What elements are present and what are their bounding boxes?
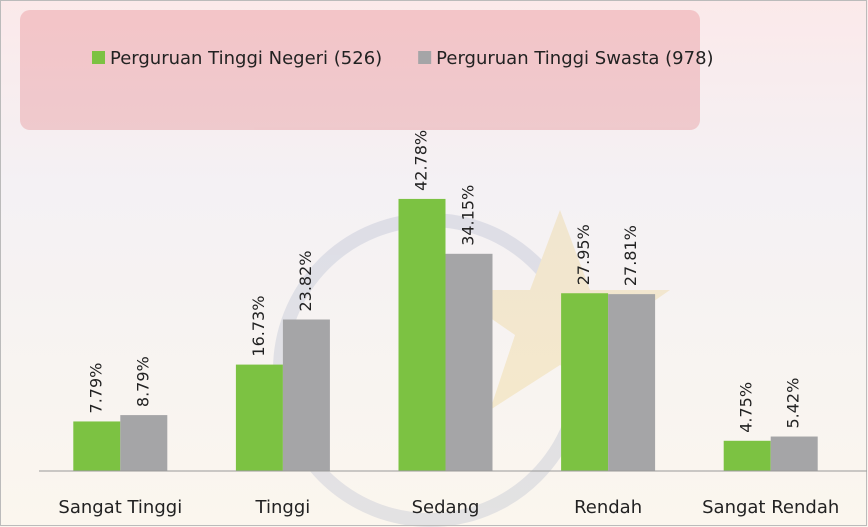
value-label: 7.79% bbox=[86, 363, 105, 414]
x-tick-label: Sangat Rendah bbox=[702, 497, 839, 518]
value-label: 27.81% bbox=[621, 225, 640, 286]
bar bbox=[399, 199, 446, 471]
value-label: 27.95% bbox=[574, 224, 593, 285]
bar bbox=[120, 415, 167, 471]
legend-label: Perguruan Tinggi Swasta (978) bbox=[436, 48, 713, 69]
bar bbox=[771, 437, 818, 471]
x-tick-label: Sangat Tinggi bbox=[58, 497, 182, 518]
value-label: 5.42% bbox=[784, 378, 803, 429]
legend-label: Perguruan Tinggi Negeri (526) bbox=[110, 48, 382, 69]
chart: Perguruan Tinggi Negeri (526) Perguruan T… bbox=[0, 0, 868, 527]
bar bbox=[561, 293, 608, 471]
legend-swatch bbox=[92, 51, 105, 64]
x-tick-label: Rendah bbox=[574, 497, 642, 518]
value-label: 16.73% bbox=[249, 296, 268, 357]
bar bbox=[446, 254, 493, 471]
value-label: 34.15% bbox=[459, 185, 478, 246]
bar bbox=[724, 441, 771, 471]
bar bbox=[283, 320, 330, 471]
value-label: 8.79% bbox=[133, 356, 152, 407]
legend-swatch bbox=[418, 51, 431, 64]
value-label: 4.75% bbox=[737, 382, 756, 433]
value-label: 23.82% bbox=[296, 250, 315, 311]
bar bbox=[73, 421, 120, 471]
x-tick-label: Sedang bbox=[412, 497, 480, 518]
x-tick-label: Tinggi bbox=[255, 497, 311, 518]
bar bbox=[236, 365, 283, 471]
bar bbox=[608, 294, 655, 471]
value-label: 42.78% bbox=[412, 130, 431, 191]
